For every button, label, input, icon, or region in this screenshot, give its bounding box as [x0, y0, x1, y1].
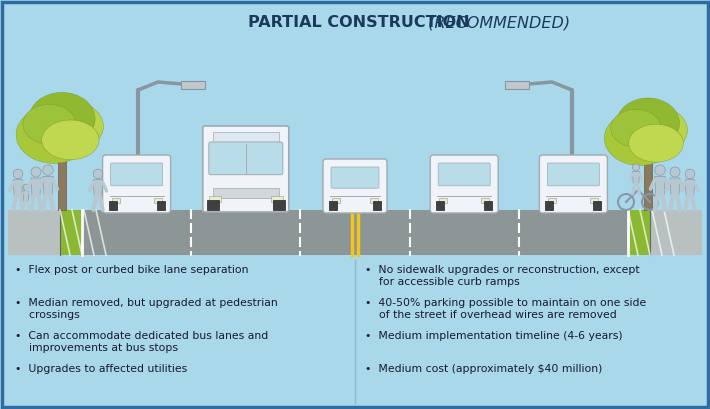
FancyBboxPatch shape [540, 155, 607, 213]
Bar [481, 198, 489, 203]
Ellipse shape [611, 109, 661, 147]
Polygon shape [93, 180, 103, 196]
Ellipse shape [628, 124, 683, 162]
Bar [207, 200, 219, 210]
Circle shape [43, 165, 53, 175]
Bar [548, 198, 557, 203]
Bar [213, 188, 279, 198]
Bar [8, 210, 60, 255]
Bar [484, 201, 492, 210]
FancyBboxPatch shape [111, 163, 163, 186]
Circle shape [685, 169, 695, 179]
Bar [436, 201, 444, 210]
Bar [332, 198, 340, 203]
Bar [273, 200, 285, 210]
Text: •  Upgrades to affected utilities: • Upgrades to affected utilities [15, 364, 187, 374]
Circle shape [670, 167, 680, 177]
Ellipse shape [628, 107, 687, 153]
Bar [271, 196, 283, 202]
FancyBboxPatch shape [103, 155, 170, 213]
Bar [545, 201, 553, 210]
FancyBboxPatch shape [203, 126, 289, 212]
Bar [373, 201, 381, 210]
Bar [644, 155, 652, 210]
Bar [594, 201, 601, 210]
Text: PARTIAL CONSTRUCTION: PARTIAL CONSTRUCTION [248, 15, 469, 30]
Bar [209, 196, 221, 202]
Bar [628, 210, 650, 255]
Circle shape [23, 184, 29, 190]
Bar [60, 210, 82, 255]
Text: •  40-50% parking possible to maintain on one side
    of the street if overhead: • 40-50% parking possible to maintain on… [365, 298, 646, 319]
Bar [591, 198, 599, 203]
Text: •  Can accommodate dedicated bus lanes and
    improvements at bus stops: • Can accommodate dedicated bus lanes an… [15, 331, 268, 353]
Bar [82, 210, 628, 255]
Polygon shape [685, 180, 695, 196]
Circle shape [31, 167, 41, 177]
Ellipse shape [16, 106, 91, 163]
Bar [153, 198, 162, 203]
FancyBboxPatch shape [547, 163, 599, 186]
Circle shape [13, 169, 23, 179]
Polygon shape [13, 180, 23, 196]
Circle shape [633, 164, 640, 171]
Polygon shape [655, 176, 665, 194]
FancyBboxPatch shape [323, 159, 387, 213]
Ellipse shape [29, 92, 95, 145]
Bar [181, 81, 205, 89]
Ellipse shape [23, 104, 76, 144]
Text: •  Medium implementation timeline (4-6 years): • Medium implementation timeline (4-6 ye… [365, 331, 623, 341]
FancyBboxPatch shape [331, 167, 379, 188]
Text: •  No sidewalk upgrades or reconstruction, except
    for accessible curb ramps: • No sidewalk upgrades or reconstruction… [365, 265, 640, 287]
Bar [439, 198, 447, 203]
Polygon shape [31, 178, 41, 195]
Bar [650, 210, 702, 255]
Polygon shape [670, 178, 680, 195]
Ellipse shape [42, 102, 104, 151]
Ellipse shape [616, 98, 679, 148]
Bar [505, 81, 529, 89]
Bar [109, 201, 116, 210]
Bar [329, 201, 337, 210]
Text: •  Median removed, but upgraded at pedestrian
    crossings: • Median removed, but upgraded at pedest… [15, 298, 278, 319]
Bar [111, 198, 119, 203]
Circle shape [93, 169, 103, 179]
Bar [213, 132, 279, 142]
Bar [157, 201, 165, 210]
Bar [370, 198, 378, 203]
Circle shape [655, 165, 665, 175]
FancyBboxPatch shape [438, 163, 490, 186]
Bar [58, 152, 66, 210]
Ellipse shape [604, 111, 676, 166]
Ellipse shape [42, 120, 99, 160]
Polygon shape [633, 172, 640, 184]
Polygon shape [23, 191, 29, 201]
Polygon shape [43, 176, 53, 194]
FancyBboxPatch shape [209, 142, 283, 175]
Text: •  Flex post or curbed bike lane separation: • Flex post or curbed bike lane separati… [15, 265, 248, 275]
Text: •  Medium cost (approximately $40 million): • Medium cost (approximately $40 million… [365, 364, 602, 374]
FancyBboxPatch shape [430, 155, 498, 213]
Text: (RECOMMENDED): (RECOMMENDED) [423, 15, 570, 30]
